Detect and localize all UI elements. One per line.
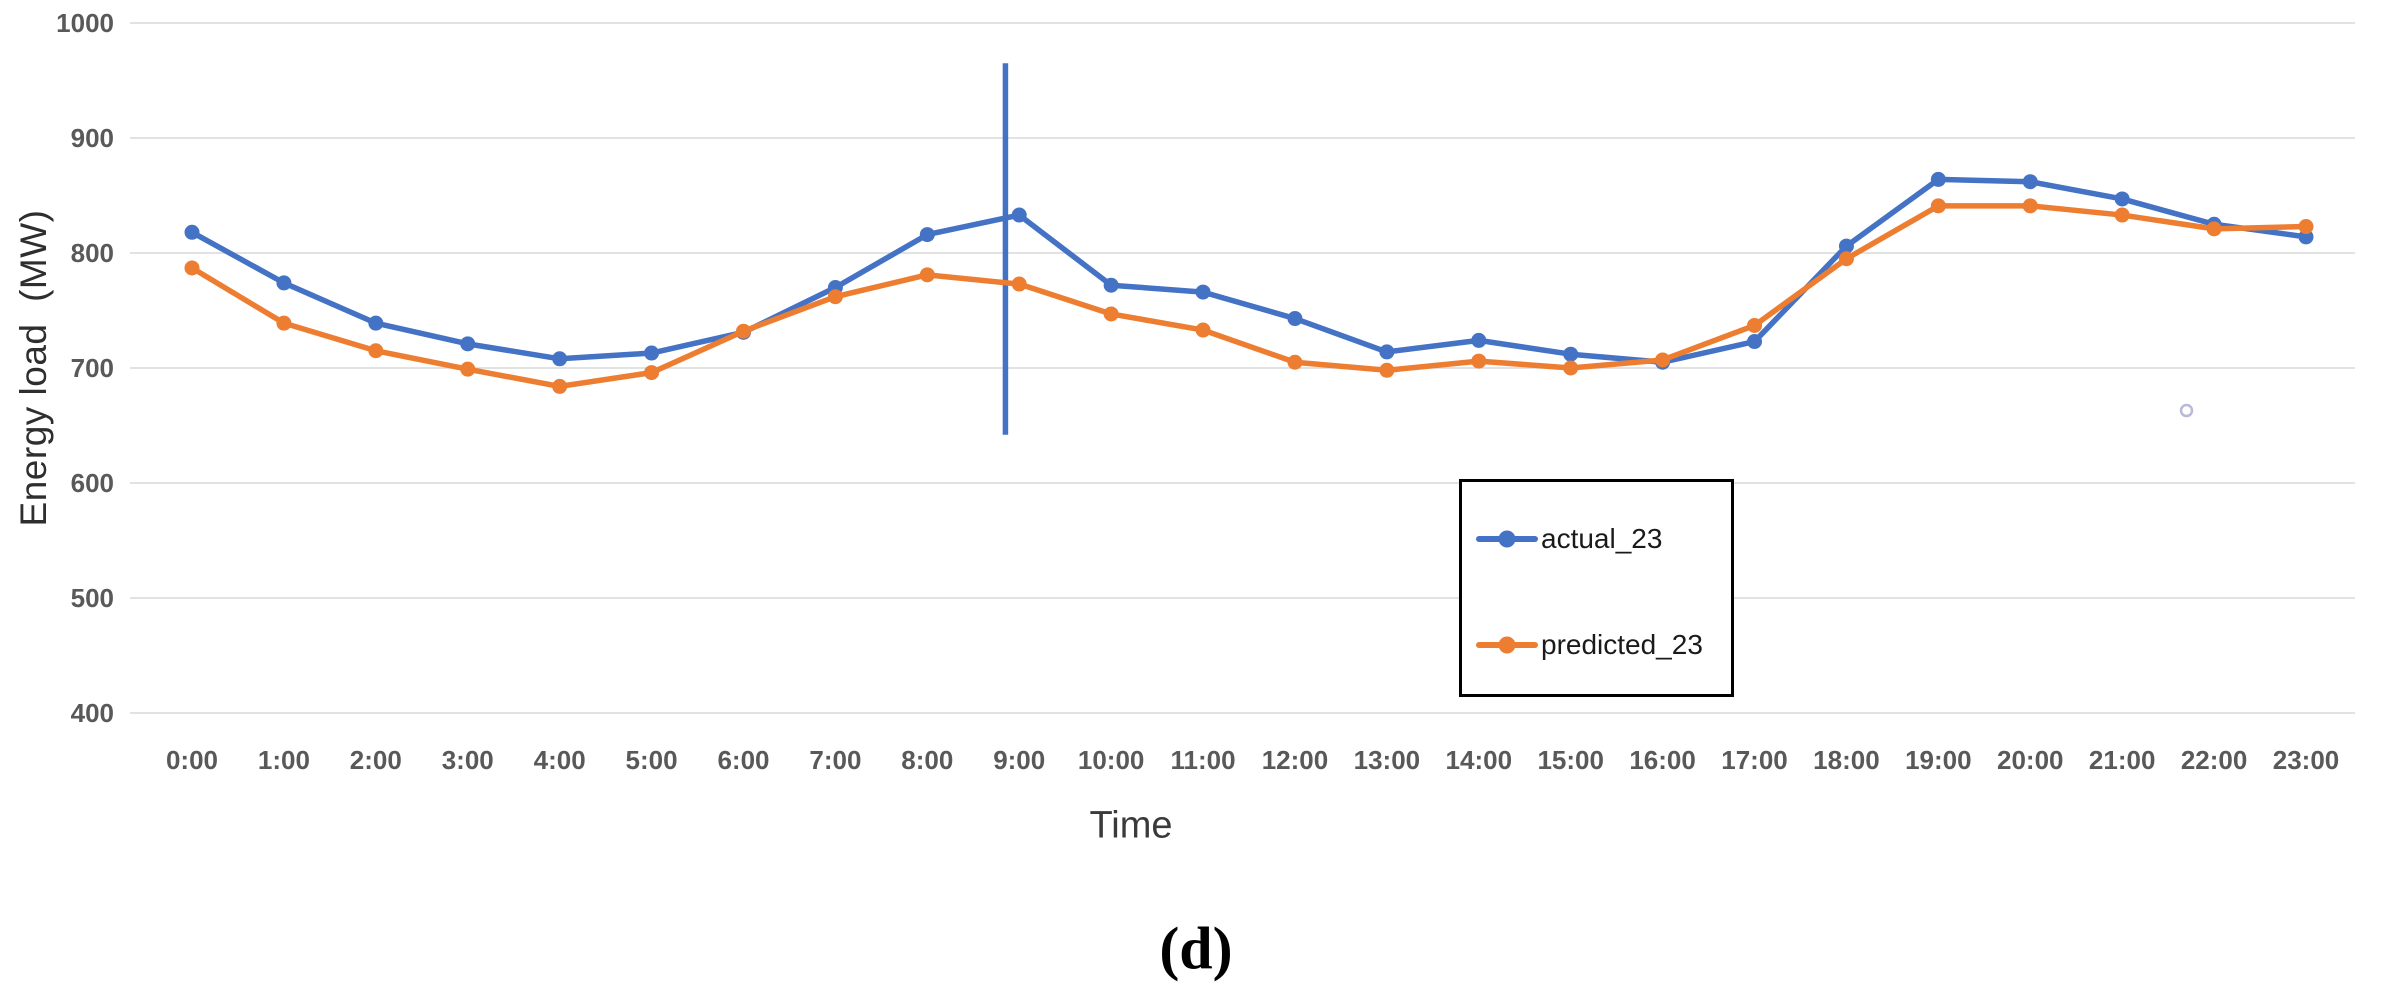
data-point-predicted_23-15:00 [1563, 360, 1579, 376]
legend-label-actual: actual_23 [1541, 523, 1663, 554]
data-point-predicted_23-7:00 [827, 289, 843, 305]
x-tick-label: 13:00 [1354, 745, 1421, 775]
x-axis-title: Time [1089, 804, 1173, 847]
data-point-predicted_23-19:00 [1930, 198, 1946, 214]
data-point-actual_23-21:00 [2114, 191, 2130, 207]
y-tick-label: 800 [71, 238, 114, 268]
data-point-predicted_23-12:00 [1287, 354, 1303, 370]
series-line-actual_23 [189, 176, 2309, 365]
data-point-actual_23-18:00 [1838, 238, 1854, 254]
data-point-actual_23-17:00 [1747, 334, 1763, 350]
data-point-actual_23-13:00 [1379, 344, 1395, 360]
data-point-predicted_23-23:00 [2298, 219, 2314, 235]
x-tick-label: 4:00 [534, 745, 586, 775]
legend-dot-actual-icon [1498, 530, 1516, 548]
y-tick-label: 400 [71, 698, 114, 728]
x-tick-label: 16:00 [1629, 745, 1696, 775]
data-point-actual_23-15:00 [1563, 346, 1579, 362]
y-tick-label: 500 [71, 583, 114, 613]
energy-load-line-chart: 1000 900 800 700 600 500 400 0:00 1:00 2:00 3:00 4:… [56, 8, 2355, 775]
data-point-predicted_23-18:00 [1838, 251, 1854, 267]
x-tick-label: 6:00 [717, 745, 769, 775]
data-point-predicted_23-20:00 [2022, 198, 2038, 214]
x-tick-label: 23:00 [2273, 745, 2340, 775]
data-point-actual_23-5:00 [644, 345, 660, 361]
legend-dot-predicted-icon [1498, 636, 1516, 654]
data-point-actual_23-3:00 [460, 336, 476, 352]
x-tick-label: 10:00 [1078, 745, 1145, 775]
x-tick-label: 15:00 [1537, 745, 1604, 775]
data-point-actual_23-23:00 [2298, 229, 2314, 245]
x-tick-label: 20:00 [1997, 745, 2064, 775]
x-tick-label: 9:00 [993, 745, 1045, 775]
data-point-predicted_23-2:00 [368, 343, 384, 359]
data-point-actual_23-8:00 [919, 227, 935, 243]
x-tick-label: 22:00 [2181, 745, 2248, 775]
data-point-predicted_23-3:00 [460, 361, 476, 377]
data-point-predicted_23-14:00 [1471, 353, 1487, 369]
data-point-actual_23-0:00 [184, 224, 200, 240]
data-point-predicted_23-10:00 [1103, 306, 1119, 322]
x-tick-label: 8:00 [901, 745, 953, 775]
y-tick-label: 1000 [56, 8, 114, 38]
x-tick-label: 0:00 [166, 745, 218, 775]
y-tick-label: 600 [71, 468, 114, 498]
data-point-predicted_23-4:00 [552, 378, 568, 394]
subfigure-caption: (d) [1159, 915, 1233, 982]
y-tick-label: 900 [71, 123, 114, 153]
y-axis-title: Energy load (MW) [13, 209, 54, 527]
data-point-predicted_23-9:00 [1011, 276, 1027, 292]
x-tick-label: 17:00 [1721, 745, 1788, 775]
data-point-predicted_23-22:00 [2206, 221, 2222, 237]
data-point-actual_23-14:00 [1471, 332, 1487, 348]
x-tick-label: 3:00 [442, 745, 494, 775]
series-predicted_23 [184, 198, 2314, 394]
y-axis-tick-labels: 1000 900 800 700 600 500 400 [56, 8, 114, 728]
legend-item-actual: actual_23 [1476, 517, 1662, 561]
data-point-actual_23-12:00 [1287, 311, 1303, 327]
stray-circle-artifact [2179, 403, 2194, 418]
legend: actual_23 predicted_23 [1459, 479, 1734, 697]
x-tick-label: 2:00 [350, 745, 402, 775]
data-point-actual_23-20:00 [2022, 174, 2038, 190]
x-tick-label: 11:00 [1171, 745, 1236, 775]
x-tick-label: 14:00 [1446, 745, 1513, 775]
x-axis-tick-labels: 0:00 1:00 2:00 3:00 4:00 5:00 6:00 7:00 8:00 9:00… [166, 745, 2339, 775]
data-point-predicted_23-8:00 [919, 267, 935, 283]
x-tick-label: 18:00 [1813, 745, 1880, 775]
data-point-actual_23-4:00 [552, 351, 568, 367]
data-point-actual_23-19:00 [1930, 171, 1946, 187]
data-point-predicted_23-11:00 [1195, 322, 1211, 338]
legend-line-marker-actual-icon [1476, 530, 1538, 548]
data-point-predicted_23-17:00 [1747, 317, 1763, 333]
data-point-predicted_23-21:00 [2114, 207, 2130, 223]
x-tick-label: 5:00 [626, 745, 678, 775]
data-point-actual_23-1:00 [276, 275, 292, 291]
data-point-predicted_23-5:00 [644, 365, 660, 381]
gridlines [130, 22, 2355, 714]
data-point-actual_23-2:00 [368, 315, 384, 331]
series-actual_23 [184, 171, 2314, 370]
data-point-predicted_23-0:00 [184, 260, 200, 276]
data-point-predicted_23-13:00 [1379, 362, 1395, 378]
legend-line-marker-predicted-icon [1476, 636, 1538, 654]
x-tick-label: 1:00 [258, 745, 310, 775]
legend-label-predicted: predicted_23 [1541, 629, 1703, 660]
y-tick-label: 700 [71, 353, 114, 383]
legend-item-predicted: predicted_23 [1476, 623, 1703, 667]
data-point-actual_23-11:00 [1195, 284, 1211, 300]
data-point-predicted_23-6:00 [735, 323, 751, 339]
series-line-predicted_23 [189, 203, 2309, 390]
data-point-predicted_23-16:00 [1655, 352, 1671, 368]
x-tick-label: 21:00 [2089, 745, 2156, 775]
x-tick-label: 12:00 [1262, 745, 1329, 775]
x-tick-label: 7:00 [809, 745, 861, 775]
data-point-predicted_23-1:00 [276, 315, 292, 331]
x-tick-label: 19:00 [1905, 745, 1972, 775]
data-point-actual_23-9:00 [1011, 207, 1027, 223]
data-point-actual_23-10:00 [1103, 277, 1119, 293]
